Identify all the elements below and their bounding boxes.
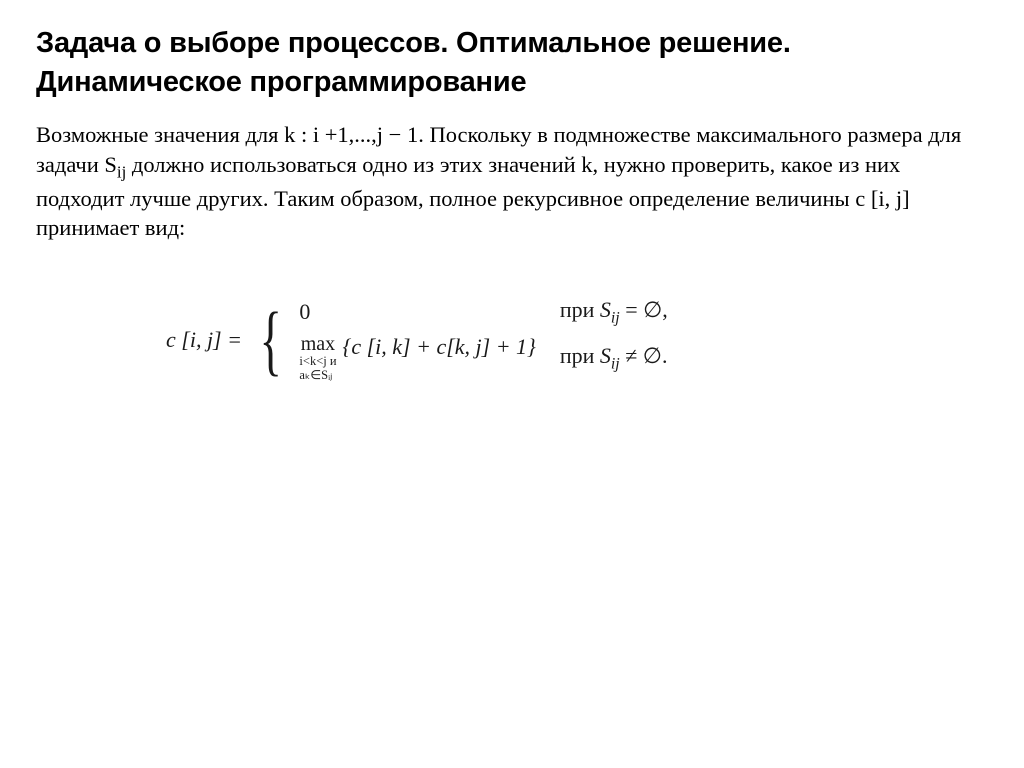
- case2-cond-sub: ij: [611, 355, 620, 372]
- paragraph-part-2: должно использоваться одно из этих значе…: [36, 152, 910, 240]
- slide: Задача о выборе процессов. Оптимальное р…: [0, 0, 1024, 768]
- case1-cond-prefix: при: [560, 297, 600, 322]
- case2-cond-var: S: [600, 343, 611, 368]
- paragraph-subscript: ij: [117, 162, 126, 181]
- piecewise-definition: c [i, j] = { 0 при Sij = ∅, max i<k<j и …: [166, 297, 988, 382]
- cases-grid: 0 при Sij = ∅, max i<k<j и aₖ∈Sᵢⱼ {c [i,…: [299, 297, 667, 382]
- left-brace: {: [259, 301, 281, 379]
- case1-condition: при Sij = ∅,: [560, 297, 668, 327]
- slide-title: Задача о выборе процессов. Оптимальное р…: [36, 24, 988, 102]
- case1-value: 0: [299, 299, 310, 325]
- max-operator: max i<k<j и aₖ∈Sᵢⱼ: [299, 334, 336, 383]
- max-constraint-line2: aₖ∈Sᵢⱼ: [299, 368, 332, 382]
- case1-cond-rhs: = ∅,: [620, 297, 668, 322]
- formula-lhs: c [i, j] =: [166, 327, 242, 353]
- case2-condition: при Sij ≠ ∅.: [560, 343, 668, 373]
- case2-set: {c [i, k] + c[k, j] + 1}: [343, 334, 536, 360]
- case2-expr: max i<k<j и aₖ∈Sᵢⱼ {c [i, k] + c[k, j] +…: [299, 334, 535, 383]
- max-word: max: [301, 334, 335, 354]
- case2-set-body: {c [i, k] + c[k, j] + 1}: [343, 334, 536, 359]
- max-constraint-line1: i<k<j и: [299, 354, 336, 368]
- formula-block: c [i, j] = { 0 при Sij = ∅, max i<k<j и …: [36, 297, 988, 382]
- max-constraints: i<k<j и aₖ∈Sᵢⱼ: [299, 354, 336, 383]
- case2-cond-prefix: при: [560, 343, 600, 368]
- case1-expr: 0: [299, 299, 535, 325]
- body-paragraph: Возможные значения для k : i +1,...,j − …: [36, 120, 988, 243]
- case2-cond-rhs: ≠ ∅.: [620, 343, 668, 368]
- case1-cond-var: S: [600, 297, 611, 322]
- case1-cond-sub: ij: [611, 310, 620, 327]
